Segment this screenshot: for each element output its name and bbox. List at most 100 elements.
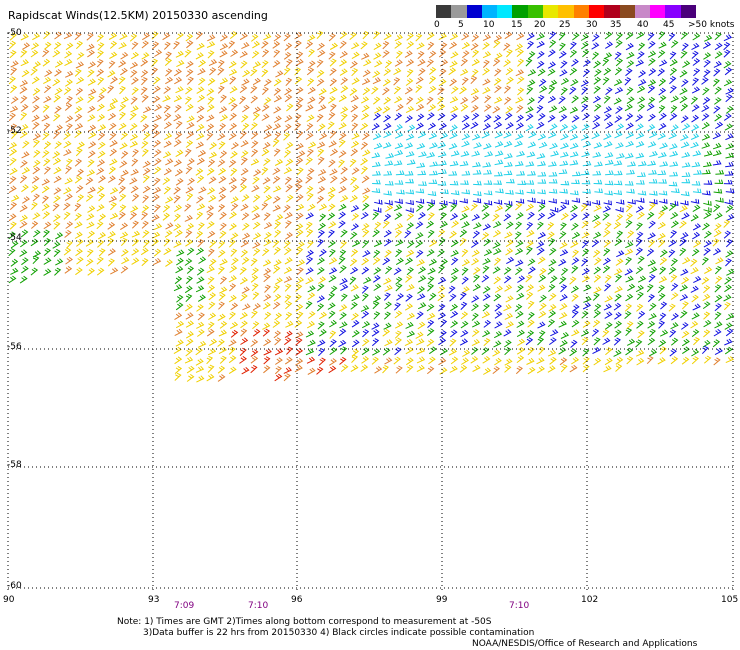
wind-barb	[162, 32, 171, 41]
wind-barb	[693, 68, 701, 77]
wind-barb	[118, 211, 126, 220]
wind-barb	[559, 188, 568, 194]
wind-barb	[41, 114, 50, 122]
wind-barb	[724, 171, 734, 176]
wind-barb	[483, 367, 492, 375]
wind-barb	[723, 34, 733, 42]
wind-barb	[163, 132, 173, 141]
wind-barb	[571, 329, 580, 337]
wind-barb	[108, 60, 116, 69]
wind-barb	[362, 149, 371, 157]
wind-barb	[33, 139, 40, 148]
wind-barb	[328, 203, 336, 212]
wind-barb	[471, 320, 481, 328]
wind-barb	[635, 152, 645, 159]
wind-barb	[593, 60, 602, 69]
wind-barb	[283, 67, 291, 76]
wind-barb	[669, 75, 677, 85]
wind-barb	[481, 231, 490, 240]
wind-barb	[440, 319, 448, 328]
wind-barb	[570, 204, 579, 213]
wind-barb	[515, 198, 525, 204]
wind-barb	[549, 247, 557, 256]
wind-barb	[240, 157, 248, 166]
wind-barb	[504, 112, 513, 121]
wind-barb	[152, 257, 162, 266]
wind-barb	[494, 303, 502, 312]
wind-barb	[527, 79, 536, 87]
wind-barb	[516, 170, 526, 176]
wind-barb	[406, 41, 415, 49]
wind-barb	[417, 293, 426, 301]
wind-barb	[251, 205, 260, 213]
wind-barb	[571, 319, 580, 328]
wind-barb	[603, 132, 612, 140]
wind-barb	[240, 239, 249, 248]
wind-barb	[206, 265, 215, 274]
wind-barb	[30, 49, 39, 58]
wind-barb	[624, 310, 632, 319]
wind-barb	[460, 96, 469, 105]
wind-barb	[593, 204, 602, 212]
wind-barb	[580, 79, 589, 87]
wind-barb	[679, 205, 688, 213]
wind-barb	[604, 274, 612, 283]
wind-barb	[582, 200, 592, 206]
wind-barb	[207, 96, 215, 105]
wind-barb	[328, 257, 338, 265]
wind-barb	[318, 347, 325, 357]
wind-barb	[482, 223, 492, 231]
wind-barb	[701, 345, 709, 355]
wind-barb	[349, 194, 358, 203]
wind-barb	[88, 141, 97, 149]
wind-barb	[340, 293, 348, 302]
wind-barb	[437, 293, 446, 302]
wind-barb	[87, 78, 96, 86]
wind-barb	[426, 59, 434, 68]
wind-barb	[593, 303, 602, 312]
wind-barb	[228, 275, 237, 283]
wind-barb	[230, 49, 239, 57]
wind-barb	[228, 294, 237, 303]
wind-barb	[129, 211, 138, 220]
wind-barb	[517, 87, 525, 96]
wind-barb	[614, 131, 623, 139]
wind-barb	[173, 159, 182, 167]
wind-barb	[470, 42, 479, 51]
wind-barb	[239, 277, 248, 285]
wind-barb	[197, 239, 205, 248]
wind-barb	[427, 212, 435, 221]
wind-barb	[461, 259, 471, 267]
wind-barb	[450, 239, 459, 248]
wind-barb	[32, 212, 41, 220]
wind-barb	[305, 132, 314, 140]
wind-barb	[558, 169, 568, 175]
wind-barb	[526, 357, 535, 365]
colorbar-swatch	[512, 5, 528, 18]
wind-barb	[690, 267, 699, 275]
wind-barb	[549, 292, 557, 301]
wind-barb	[65, 79, 73, 87]
wind-barb	[229, 321, 239, 329]
wind-barb	[142, 174, 150, 183]
wind-barb	[460, 311, 469, 320]
wind-barb	[284, 176, 292, 185]
wind-barb	[328, 310, 336, 319]
wind-barb	[723, 42, 731, 51]
wind-barb	[228, 366, 237, 375]
wind-barb	[581, 258, 589, 267]
wind-barb	[714, 303, 722, 312]
wind-barb	[592, 170, 602, 176]
wind-barb	[153, 223, 163, 231]
wind-barb	[714, 97, 722, 105]
wind-barb	[679, 293, 689, 301]
wind-barb	[714, 32, 722, 41]
wind-barb	[251, 140, 259, 149]
wind-barb	[691, 356, 699, 365]
wind-barb	[570, 142, 579, 150]
wind-barb	[593, 179, 603, 185]
wind-barb	[349, 276, 357, 285]
wind-barb	[483, 169, 492, 175]
wind-barb	[131, 193, 140, 202]
wind-barb	[415, 221, 424, 229]
